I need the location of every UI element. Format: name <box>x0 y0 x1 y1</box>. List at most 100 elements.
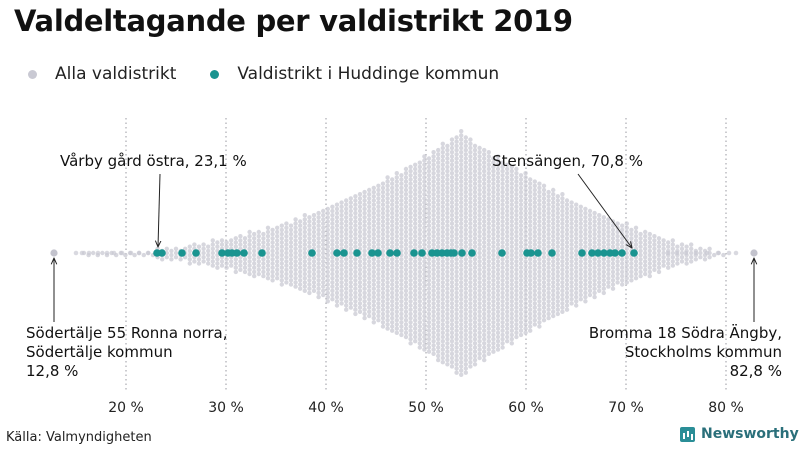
district-point <box>601 240 606 245</box>
district-point <box>316 219 321 224</box>
district-point <box>454 320 459 325</box>
district-point <box>477 246 482 251</box>
district-point <box>477 255 482 260</box>
district-point <box>647 265 652 270</box>
district-point <box>376 238 381 243</box>
district-point <box>583 219 588 224</box>
district-point <box>399 282 404 287</box>
district-point <box>385 276 390 281</box>
district-point <box>449 175 455 180</box>
district-point <box>477 183 482 188</box>
district-point <box>431 309 436 314</box>
district-point <box>555 261 560 266</box>
district-point <box>339 200 344 205</box>
district-point <box>505 339 510 344</box>
district-point <box>413 234 418 239</box>
district-point <box>486 204 491 209</box>
district-point <box>242 269 248 275</box>
district-point <box>385 305 390 310</box>
district-point <box>551 284 556 289</box>
district-point <box>348 242 353 247</box>
district-point <box>417 177 422 182</box>
district-point <box>298 240 303 245</box>
district-point <box>307 290 312 296</box>
district-point <box>436 349 441 354</box>
district-point <box>463 152 468 157</box>
district-point <box>440 204 445 209</box>
district-point <box>367 208 372 214</box>
district-point <box>486 200 491 205</box>
district-point <box>601 278 606 283</box>
district-point <box>555 282 560 287</box>
district-point <box>362 290 367 296</box>
district-point <box>440 351 445 356</box>
district-point <box>385 271 390 277</box>
district-point <box>486 229 491 235</box>
district-point <box>173 250 179 256</box>
district-point <box>675 261 680 266</box>
district-point <box>399 257 404 262</box>
district-point <box>380 278 386 283</box>
district-point <box>403 196 409 201</box>
district-point <box>302 238 307 243</box>
district-point <box>426 231 432 237</box>
district-point <box>449 267 455 272</box>
district-point <box>422 217 427 222</box>
district-point <box>270 278 275 283</box>
district-point <box>606 229 611 235</box>
district-point <box>284 250 289 256</box>
district-point <box>518 248 524 254</box>
district-point <box>422 238 427 243</box>
district-point <box>670 246 675 251</box>
district-point <box>715 250 721 256</box>
district-point <box>721 252 726 258</box>
district-point <box>357 200 363 205</box>
district-point <box>560 263 565 268</box>
district-point <box>546 231 551 237</box>
district-point <box>321 280 326 285</box>
district-point <box>661 242 666 247</box>
district-point <box>592 215 597 220</box>
huddinge-point <box>158 249 166 257</box>
district-point <box>560 292 565 298</box>
district-point <box>339 208 344 214</box>
district-point <box>454 177 459 182</box>
district-point <box>482 307 487 312</box>
huddinge-point <box>630 249 638 257</box>
district-point <box>376 318 381 323</box>
district-point <box>472 231 478 237</box>
district-point <box>468 238 473 243</box>
district-point <box>422 292 427 298</box>
district-point <box>638 269 643 275</box>
district-point <box>422 192 427 197</box>
district-point <box>385 301 390 306</box>
district-point <box>610 286 616 291</box>
brand[interactable]: Newsworthy <box>680 426 799 442</box>
district-point <box>440 322 445 327</box>
district-point <box>449 347 455 352</box>
district-point <box>224 240 229 245</box>
district-point <box>371 215 376 220</box>
district-point <box>238 259 243 264</box>
district-point <box>417 278 422 283</box>
district-point <box>394 263 399 268</box>
district-point <box>440 242 445 247</box>
district-point <box>551 276 556 281</box>
district-point <box>491 324 496 329</box>
district-point <box>265 229 271 235</box>
district-point <box>436 181 441 186</box>
district-point <box>518 315 524 321</box>
district-point <box>463 290 468 296</box>
district-point <box>261 265 266 270</box>
district-point <box>408 236 413 241</box>
district-point <box>399 332 404 338</box>
district-point <box>206 261 211 266</box>
district-point <box>302 280 307 285</box>
district-point <box>514 309 519 314</box>
district-point <box>509 282 514 287</box>
district-point <box>666 257 671 262</box>
district-point <box>518 299 524 304</box>
district-point <box>408 336 413 342</box>
district-point <box>592 244 597 249</box>
district-point <box>560 238 565 243</box>
